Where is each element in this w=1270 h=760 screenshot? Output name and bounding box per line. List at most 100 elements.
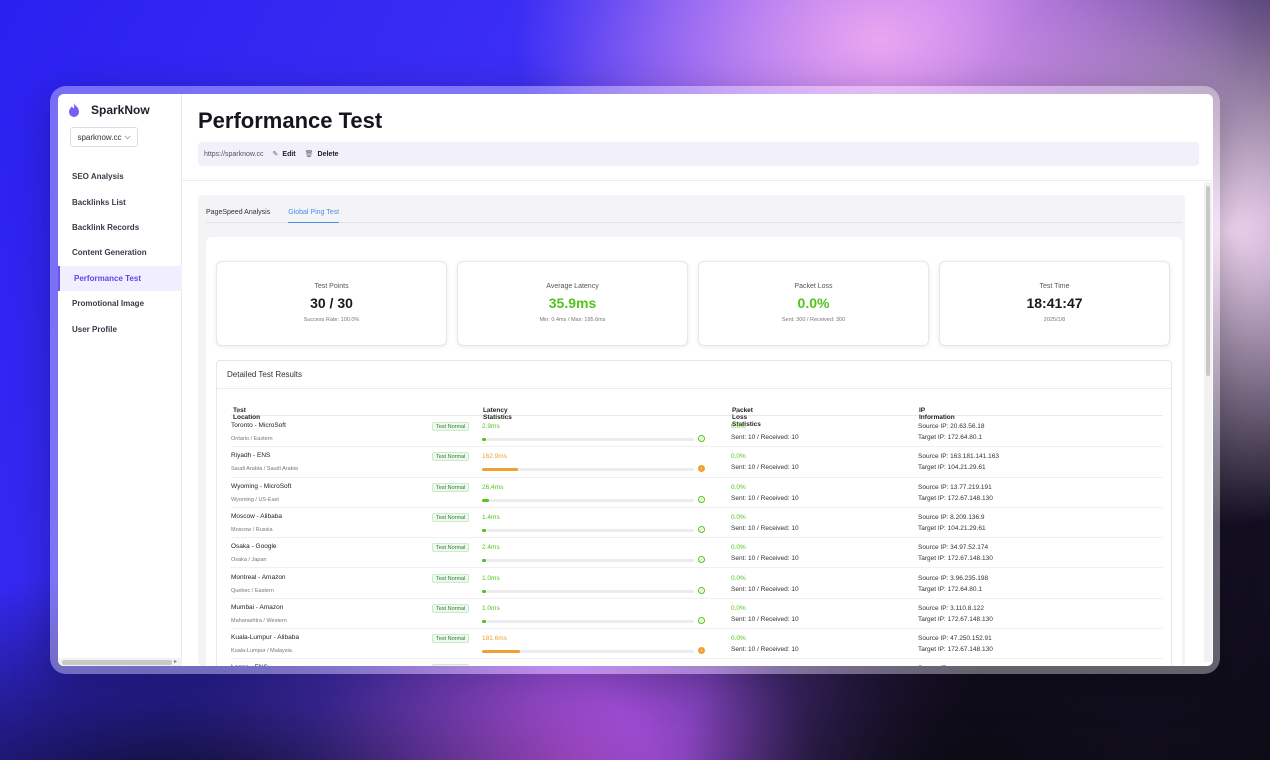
chevron-down-icon: ⌵ bbox=[124, 132, 131, 141]
latency-value: 2.9ms bbox=[482, 423, 500, 430]
stat-value: 30 / 30 bbox=[310, 295, 353, 311]
vertical-scrollbar[interactable] bbox=[1204, 182, 1212, 662]
sidebar-item-backlink-records[interactable]: Backlink Records bbox=[58, 215, 182, 240]
latency-bar-fill bbox=[482, 650, 521, 654]
location-name: Toronto - MicroSoft bbox=[231, 422, 286, 429]
table-row[interactable]: Riyadh - ENS Saudi Arabia / Saudi Arabia T… bbox=[231, 447, 1163, 478]
table-row[interactable]: Toronto - MicroSoft Ontario / Eastern Test… bbox=[231, 417, 1163, 448]
table-row[interactable]: Lagos - ENSTest Normal✓Source IP: bbox=[231, 659, 1163, 666]
sidebar-item-label: Backlink Records bbox=[72, 222, 140, 232]
sidebar-item-content-generation[interactable]: Content Generation bbox=[58, 240, 182, 265]
tab-global-ping-test[interactable]: Global Ping Test bbox=[288, 209, 340, 223]
detailed-results-card: Detailed Test Results Test Location ⇕ Lat… bbox=[216, 360, 1172, 666]
latency-bar bbox=[482, 559, 694, 563]
table-row[interactable]: Wyoming - MicroSoft Wyoming / US-East Test… bbox=[231, 478, 1163, 508]
delete-button[interactable]: 🗑 Delete bbox=[305, 150, 339, 159]
packet-loss-detail: Sent: 10 / Received: 10 bbox=[731, 555, 799, 563]
source-ip: Source IP: 47.250.152.91 bbox=[918, 635, 992, 643]
target-ip: Target IP: 172.67.148.130 bbox=[918, 646, 993, 654]
latency-bar bbox=[482, 468, 694, 472]
scrollbar-thumb[interactable] bbox=[1206, 186, 1210, 376]
sidebar-item-promotional-image[interactable]: Promotional Image bbox=[58, 291, 182, 316]
table-row[interactable]: Mumbai - Amazon Maharashtra / Western Test… bbox=[231, 599, 1163, 630]
packet-loss-value: 0.0% bbox=[731, 513, 746, 521]
brand[interactable]: SparkNow bbox=[66, 102, 150, 118]
results-title: Detailed Test Results bbox=[217, 361, 1171, 389]
scroll-right-icon[interactable]: ▸ bbox=[174, 659, 178, 665]
location-region: Moscow / Russia bbox=[231, 526, 273, 533]
latency-value: 162.9ms bbox=[482, 453, 507, 461]
location-name: Osaka - Google bbox=[231, 543, 277, 551]
ping-results-panel: Test Points 30 / 30 Success Rate: 100.0%… bbox=[206, 237, 1182, 666]
sidebar-item-label: SEO Analysis bbox=[72, 172, 124, 182]
stat-subtext: Min: 0.4ms / Max: 195.6ms bbox=[539, 317, 606, 323]
stat-subtext: 2025/1/8 bbox=[1043, 317, 1066, 323]
sidebar-item-backlinks-list[interactable]: Backlinks List bbox=[58, 189, 182, 214]
table-row[interactable]: Moscow - Alibaba Moscow / Russia Test Norm… bbox=[231, 508, 1163, 539]
source-ip: Source IP: 8.209.136.9 bbox=[918, 513, 985, 521]
packet-loss-value: 0.0% bbox=[731, 574, 746, 582]
packet-loss-detail: Sent: 10 / Received: 10 bbox=[731, 494, 799, 502]
latency-value: 1.4ms bbox=[482, 513, 500, 521]
location-name: Riyadh - ENS bbox=[231, 452, 271, 460]
status-badge: Test Normal bbox=[432, 512, 470, 522]
location-name: Moscow - Alibaba bbox=[231, 512, 282, 520]
location-name: Lagos - ENS bbox=[231, 664, 268, 666]
sidebar-item-label: Content Generation bbox=[72, 248, 147, 258]
sidebar-horizontal-scrollbar[interactable]: ▸ bbox=[58, 658, 182, 666]
location-region: Quebec / Eastern bbox=[231, 587, 274, 594]
status-badge: Test Normal bbox=[432, 634, 470, 644]
location-name: Wyoming - MicroSoft bbox=[231, 482, 292, 490]
latency-value: 2.4ms bbox=[482, 544, 500, 552]
check-circle-icon: ✓ bbox=[698, 495, 705, 503]
stat-label: Average Latency bbox=[546, 283, 599, 290]
stat-value: 0.0% bbox=[797, 295, 830, 311]
site-selector-value: sparknow.cc bbox=[77, 132, 122, 142]
sort-icon[interactable]: ⇕ bbox=[734, 408, 740, 415]
packet-loss-value: 0.0% bbox=[731, 423, 746, 430]
target-ip: Target IP: 172.67.148.130 bbox=[918, 615, 993, 623]
edit-button[interactable]: ✎ Edit bbox=[272, 150, 296, 159]
flame-logo-icon bbox=[69, 103, 79, 117]
tab-pagespeed-analysis[interactable]: PageSpeed Analysis bbox=[206, 209, 271, 216]
sidebar-item-seo-analysis[interactable]: SEO Analysis bbox=[58, 164, 182, 189]
latency-bar bbox=[482, 650, 694, 654]
latency-bar bbox=[482, 498, 694, 502]
latency-bar bbox=[482, 619, 694, 623]
latency-bar-fill bbox=[482, 498, 490, 502]
table-row[interactable]: Kuala-Lumpur - Alibaba Kuala-Lumpur / Mal… bbox=[231, 629, 1163, 660]
table-row[interactable]: Montreal - Amazon Quebec / Eastern Test No… bbox=[231, 569, 1163, 599]
site-selector[interactable]: sparknow.cc ⌵ bbox=[70, 127, 138, 147]
source-ip: Source IP: 3.96.235.198 bbox=[918, 574, 989, 582]
location-region: Ontario / Eastern bbox=[231, 436, 273, 442]
sidebar-item-performance-test[interactable]: Performance Test bbox=[58, 265, 182, 291]
source-ip: Source IP: 13.77.219.191 bbox=[918, 483, 992, 491]
status-badge: Test Normal bbox=[432, 422, 470, 431]
app-window: SparkNow sparknow.cc ⌵ SEO Analysis Back… bbox=[58, 94, 1213, 666]
table-header: Test Location ⇕ Latency Statistics ⇕ Packe… bbox=[231, 399, 1163, 428]
location-region: Wyoming / US-East bbox=[231, 496, 279, 503]
location-region: Saudi Arabia / Saudi Arabia bbox=[231, 466, 298, 473]
table-row[interactable]: Osaka - Google Osaka / Japan Test Normal 2.… bbox=[231, 538, 1163, 569]
check-circle-icon: ✓ bbox=[698, 556, 705, 564]
target-ip: Target IP: 172.64.80.1 bbox=[918, 585, 982, 593]
scrollbar-thumb[interactable] bbox=[62, 660, 172, 665]
location-name: Mumbai - Amazon bbox=[231, 603, 284, 611]
sidebar-item-label: Performance Test bbox=[74, 273, 141, 283]
packet-loss-detail: Sent: 10 / Received: 10 bbox=[731, 615, 799, 623]
sidebar-item-user-profile[interactable]: User Profile bbox=[58, 316, 182, 341]
edit-icon: ✎ bbox=[272, 151, 279, 158]
stat-label: Test Time bbox=[1039, 283, 1070, 290]
packet-loss-detail: Sent: 10 / Received: 10 bbox=[731, 585, 799, 593]
sort-icon[interactable]: ⇕ bbox=[235, 408, 241, 415]
source-ip: Source IP: 20.63.56.18 bbox=[918, 423, 985, 430]
sort-icon[interactable]: ⇕ bbox=[485, 408, 491, 415]
stat-value: 35.9ms bbox=[548, 295, 597, 311]
latency-bar-fill bbox=[482, 438, 487, 441]
main-content: PageSpeed Analysis Global Ping Test Test… bbox=[198, 195, 1185, 666]
column-label: IP Information bbox=[919, 407, 955, 421]
source-ip: Source IP: 3.110.8.122 bbox=[918, 604, 985, 612]
check-circle-icon: ✓ bbox=[698, 616, 705, 624]
sidebar-item-label: Backlinks List bbox=[72, 197, 126, 207]
packet-loss-value: 0.0% bbox=[731, 453, 746, 461]
